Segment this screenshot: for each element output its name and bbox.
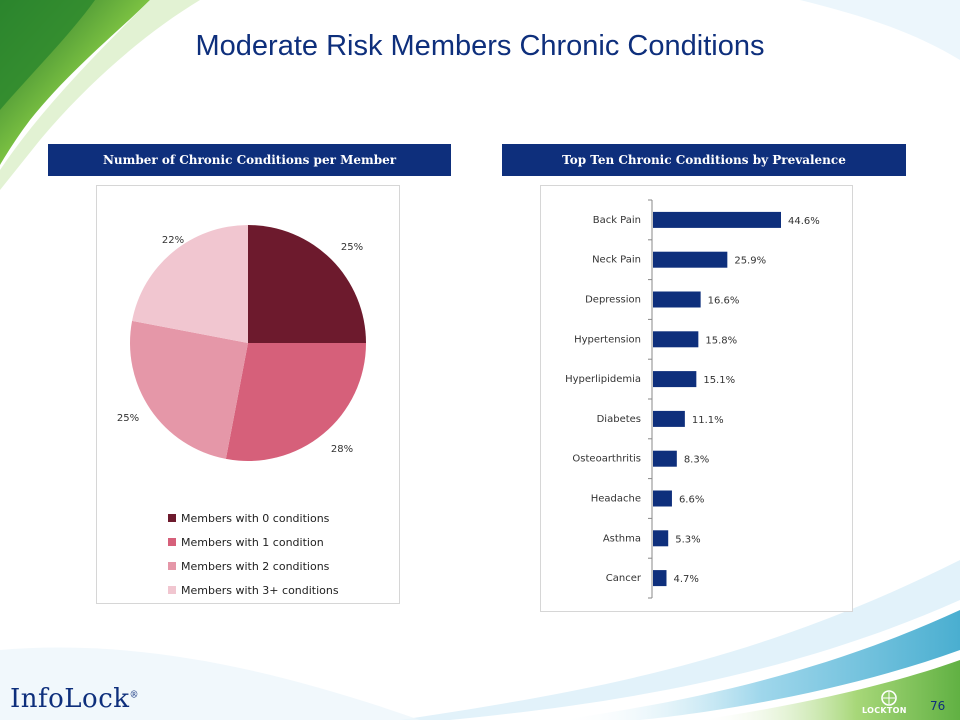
legend-label: Members with 3+ conditions <box>181 583 339 597</box>
lockton-logo-text: LOCKTON <box>862 706 907 715</box>
bar <box>653 211 781 228</box>
page-number: 76 <box>930 699 946 713</box>
bar-data-label: 5.3% <box>675 534 700 545</box>
bar <box>653 251 728 268</box>
bar <box>653 371 697 388</box>
category-label: Headache <box>591 494 641 505</box>
pie-data-label: 22% <box>162 235 184 246</box>
category-label: Back Pain <box>593 215 641 226</box>
bar <box>653 570 667 587</box>
legend-swatch <box>168 514 176 522</box>
page-title: Moderate Risk Members Chronic Conditions <box>195 30 765 62</box>
pie-chart-header: Number of Chronic Conditions per Member <box>48 144 451 176</box>
category-label: Hyperlipidemia <box>565 374 641 385</box>
bar-data-label: 44.6% <box>788 216 820 227</box>
pie-slice <box>225 343 366 461</box>
pie-data-label: 25% <box>117 413 139 424</box>
category-label: Osteoarthritis <box>572 454 641 465</box>
pie-data-label: 25% <box>341 242 363 253</box>
bar-data-label: 4.7% <box>673 574 698 585</box>
legend-swatch <box>168 562 176 570</box>
pie-slice <box>130 320 248 459</box>
category-label: Asthma <box>603 533 641 544</box>
legend-label: Members with 0 conditions <box>181 511 330 525</box>
legend-swatch <box>168 586 176 594</box>
category-label: Cancer <box>606 573 642 584</box>
bar-data-label: 11.1% <box>692 415 724 426</box>
pie-slice <box>132 224 248 343</box>
bar-data-label: 25.9% <box>734 256 766 267</box>
pie-slice <box>248 225 366 343</box>
pie-data-label: 28% <box>331 444 353 455</box>
category-label: Depression <box>585 295 641 306</box>
bar <box>653 530 669 547</box>
category-label: Diabetes <box>597 414 641 425</box>
legend-item: Members with 3+ conditions <box>168 578 339 602</box>
bar-data-label: 16.6% <box>708 296 740 307</box>
bar <box>653 331 699 348</box>
legend-item: Members with 1 condition <box>168 530 339 554</box>
bar-data-label: 15.8% <box>705 335 737 346</box>
legend-item: Members with 2 conditions <box>168 554 339 578</box>
bar-data-label: 8.3% <box>684 455 709 466</box>
category-label: Hypertension <box>574 334 641 345</box>
bar <box>653 291 701 308</box>
bar <box>653 450 677 467</box>
pie-legend: Members with 0 conditions Members with 1 … <box>168 506 339 602</box>
bar-data-label: 6.6% <box>679 495 704 506</box>
bar-chart-header: Top Ten Chronic Conditions by Prevalence <box>502 144 906 176</box>
category-label: Neck Pain <box>592 255 641 266</box>
bar <box>653 490 672 507</box>
legend-label: Members with 2 conditions <box>181 559 330 573</box>
bar <box>653 410 685 427</box>
legend-label: Members with 1 condition <box>181 535 324 549</box>
legend-swatch <box>168 538 176 546</box>
infolock-logo: InfoLock® <box>10 684 140 714</box>
bar-data-label: 15.1% <box>703 375 735 386</box>
legend-item: Members with 0 conditions <box>168 506 339 530</box>
lockton-logo-icon <box>881 690 897 706</box>
